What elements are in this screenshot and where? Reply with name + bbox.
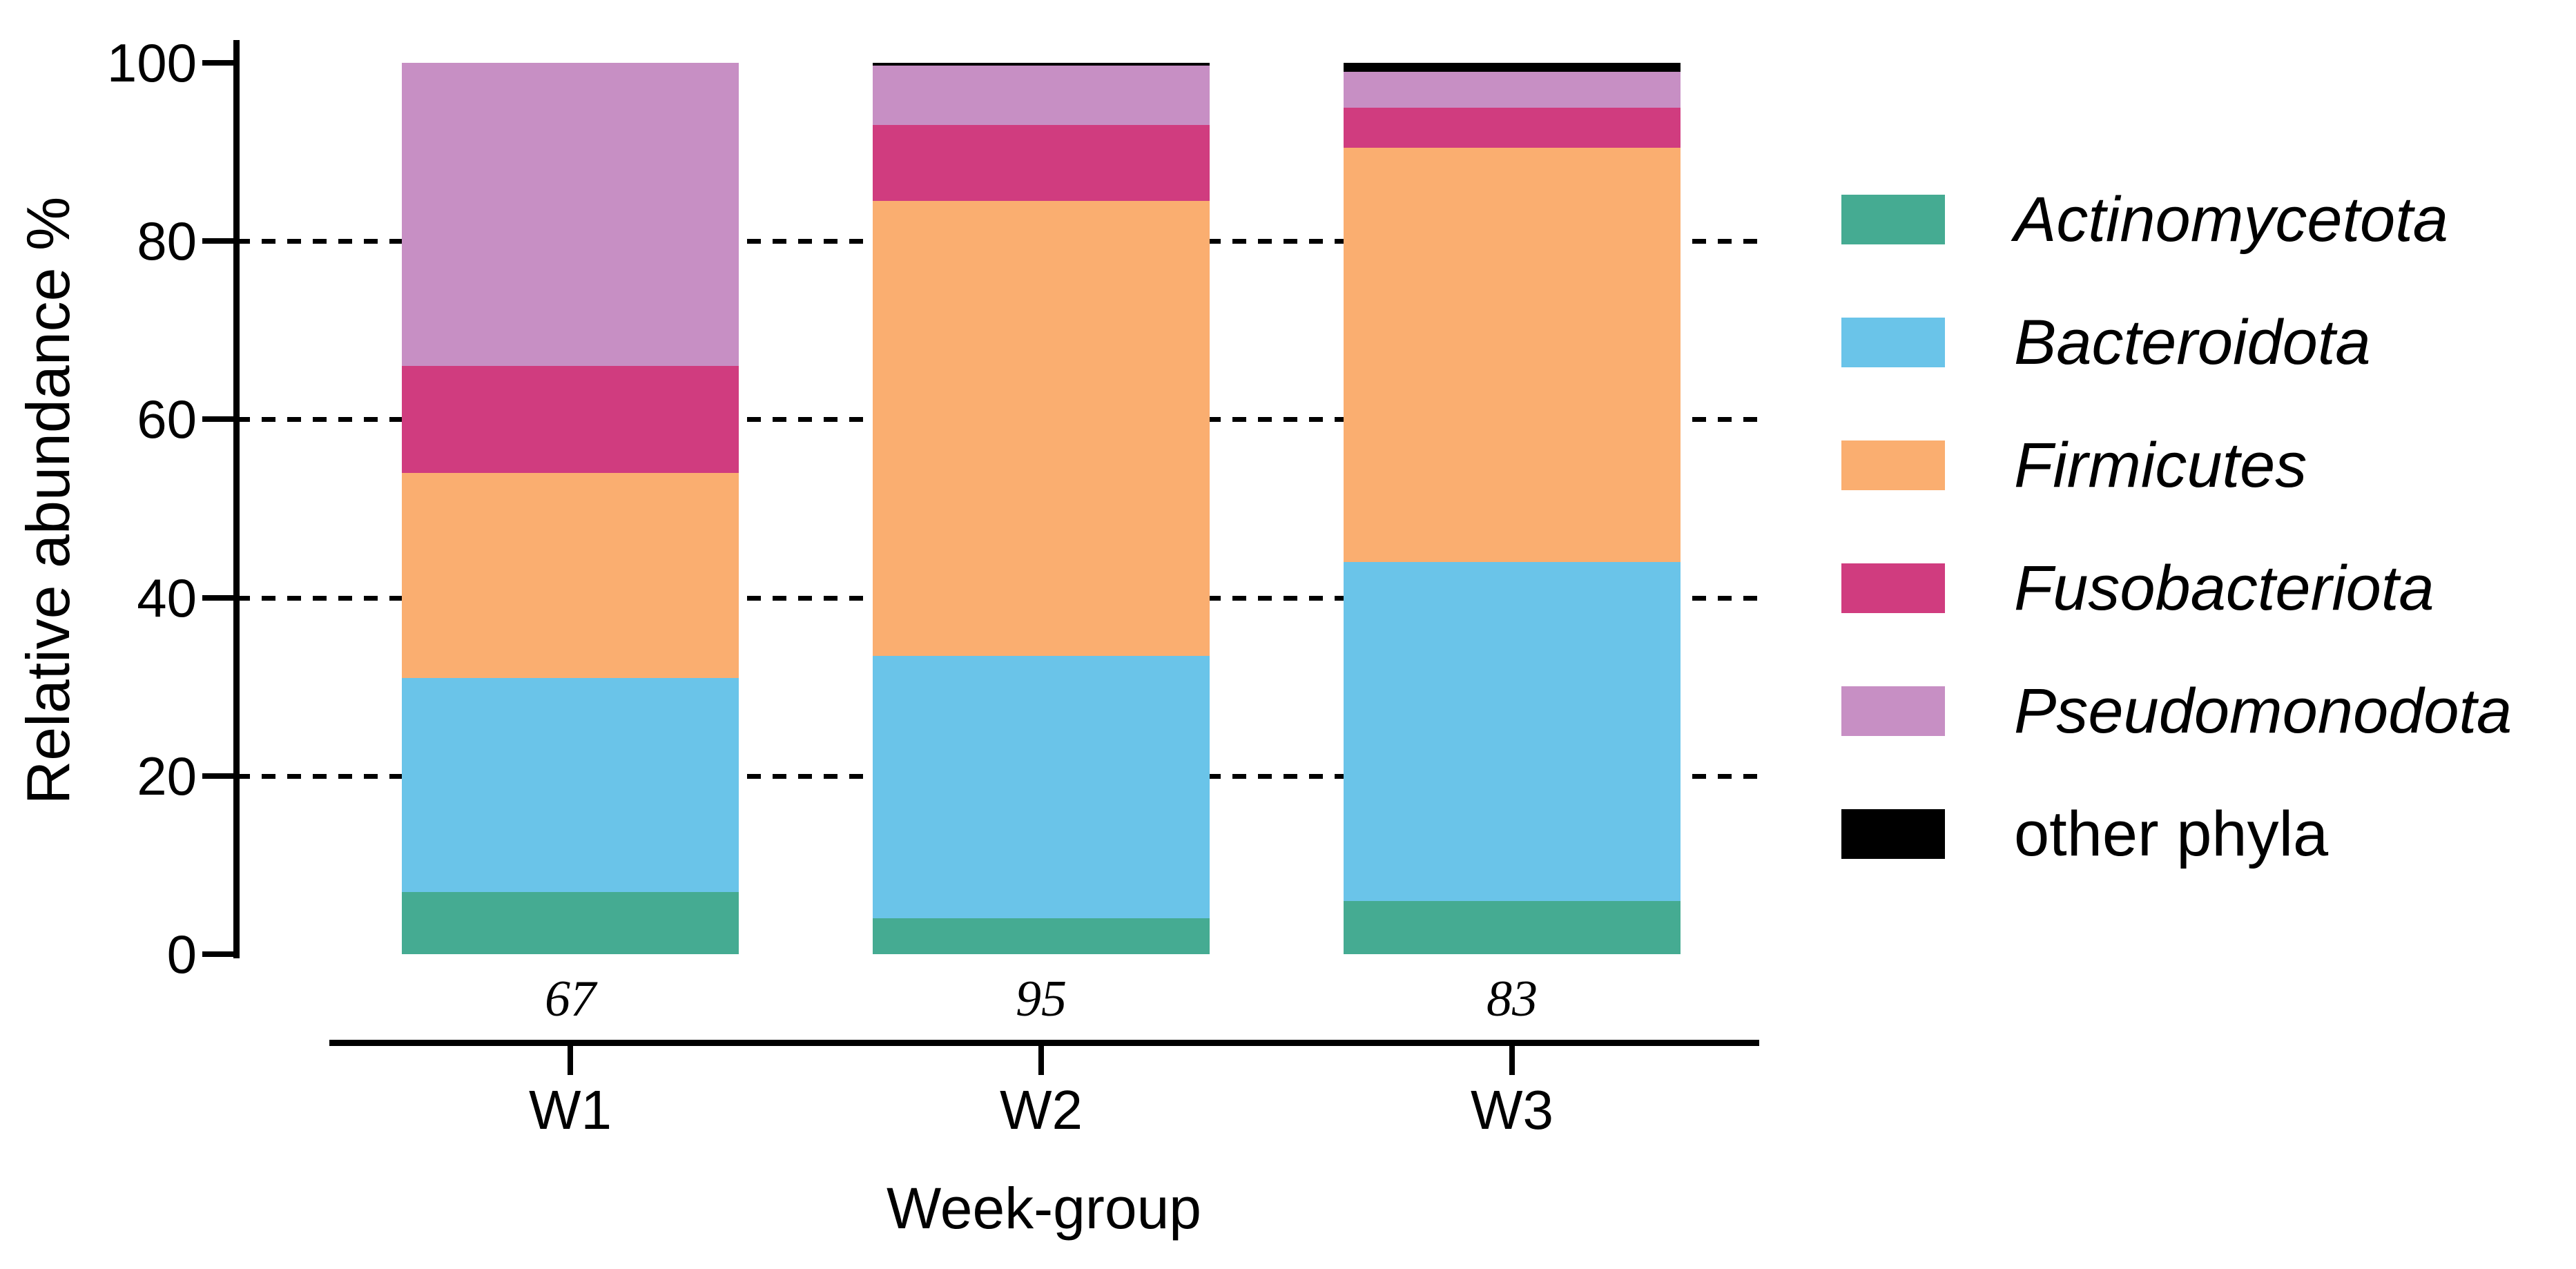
segment-W1-Firmicutes — [402, 472, 739, 678]
y-tick-label-60: 60 — [137, 389, 197, 450]
x-category-label-W1: W1 — [529, 1079, 612, 1141]
legend-item-Bacteroidota: Bacteroidota — [1841, 304, 2371, 380]
legend-swatch-Fusobacteriota — [1841, 563, 1945, 613]
legend-label-other-phyla: other phyla — [2014, 798, 2329, 869]
x-tick-W3 — [1509, 1046, 1515, 1075]
x-axis-title: Week-group — [886, 1176, 1201, 1241]
x-tick-W2 — [1038, 1046, 1044, 1075]
legend-label-Bacteroidota: Bacteroidota — [2014, 307, 2371, 378]
legend-swatch-Pseudomonodota — [1841, 686, 1945, 736]
stacked-bar-W1 — [402, 63, 739, 954]
y-tick-label-80: 80 — [137, 211, 197, 272]
x-tick-W1 — [568, 1046, 573, 1075]
y-tick-0 — [202, 951, 236, 957]
y-axis-line — [233, 40, 240, 958]
legend-item-Firmicutes: Firmicutes — [1841, 427, 2307, 503]
segment-W2-other-phyla — [873, 63, 1210, 66]
legend-swatch-Actinomycetota — [1841, 195, 1945, 244]
y-tick-40 — [202, 594, 236, 601]
stacked-bar-W2 — [873, 63, 1210, 954]
legend-label-Firmicutes: Firmicutes — [2014, 429, 2307, 501]
segment-W2-Bacteroidota — [873, 655, 1210, 919]
y-tick-label-40: 40 — [137, 567, 197, 628]
legend-swatch-other-phyla — [1841, 809, 1945, 859]
legend-label-Fusobacteriota: Fusobacteriota — [2014, 552, 2434, 623]
segment-W2-Pseudomonodota — [873, 65, 1210, 126]
segment-W3-Bacteroidota — [1344, 561, 1681, 901]
y-tick-60 — [202, 416, 236, 423]
segment-W1-Actinomycetota — [402, 891, 739, 954]
sample-size-label-W2: 95 — [1016, 971, 1067, 1027]
x-axis-line — [329, 1040, 1759, 1046]
y-axis-title: Relative abundance % — [14, 196, 82, 805]
segment-W1-Fusobacteriota — [402, 365, 739, 473]
segment-W2-Firmicutes — [873, 201, 1210, 656]
plot-area — [236, 63, 1768, 954]
legend-item-Actinomycetota: Actinomycetota — [1841, 182, 2448, 258]
segment-W3-Pseudomonodota — [1344, 71, 1681, 108]
segment-W3-Firmicutes — [1344, 147, 1681, 562]
legend-item-Fusobacteriota: Fusobacteriota — [1841, 550, 2434, 626]
legend-label-Actinomycetota: Actinomycetota — [2014, 184, 2448, 255]
y-tick-80 — [202, 238, 236, 244]
legend-swatch-Firmicutes — [1841, 440, 1945, 490]
legend-swatch-Bacteroidota — [1841, 318, 1945, 367]
y-tick-100 — [202, 60, 236, 66]
stacked-bar-W3 — [1344, 63, 1681, 954]
y-tick-20 — [202, 773, 236, 779]
segment-W1-Bacteroidota — [402, 677, 739, 892]
legend-item-other-phyla: other phyla — [1841, 796, 2328, 872]
segment-W1-Pseudomonodota — [402, 63, 739, 366]
y-tick-label-100: 100 — [106, 32, 197, 93]
segment-W3-Actinomycetota — [1344, 900, 1681, 954]
segment-W3-Fusobacteriota — [1344, 107, 1681, 148]
segment-W3-other-phyla — [1344, 63, 1681, 72]
segment-W2-Actinomycetota — [873, 918, 1210, 954]
legend-label-Pseudomonodota: Pseudomonodota — [2014, 675, 2512, 746]
sample-size-label-W3: 83 — [1486, 971, 1538, 1027]
x-category-label-W3: W3 — [1471, 1079, 1553, 1141]
y-tick-label-20: 20 — [137, 745, 197, 806]
x-category-label-W2: W2 — [1000, 1079, 1083, 1141]
segment-W2-Fusobacteriota — [873, 125, 1210, 202]
sample-size-label-W1: 67 — [545, 971, 596, 1027]
y-tick-label-0: 0 — [166, 924, 197, 985]
legend-item-Pseudomonodota: Pseudomonodota — [1841, 673, 2512, 749]
